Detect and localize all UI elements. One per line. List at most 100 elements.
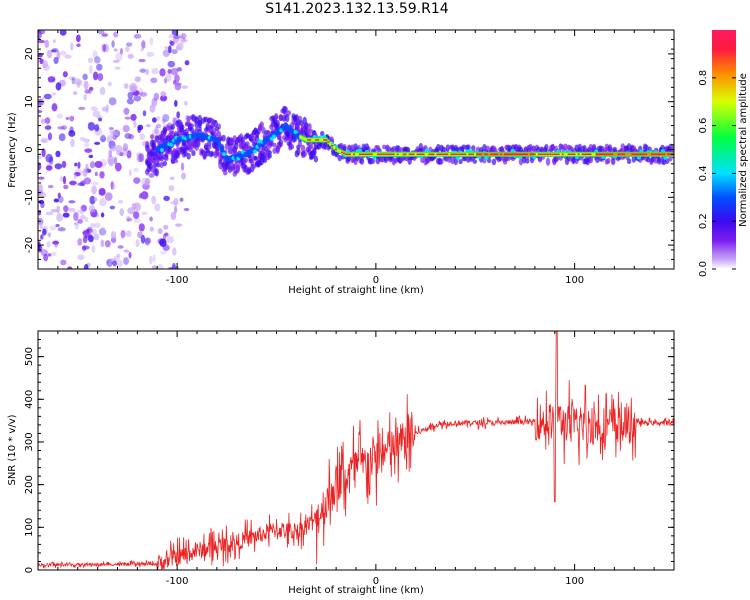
- spectrogram-cell: [286, 110, 292, 116]
- spectrogram-cell: [643, 153, 646, 156]
- spectrogram-cell: [75, 34, 81, 43]
- spectrogram-cell: [482, 152, 485, 156]
- spectrogram-cell: [82, 236, 88, 244]
- spectrogram-cell: [69, 180, 77, 186]
- spectrogram-cell: [168, 45, 172, 54]
- spectrogram-cell: [52, 240, 60, 245]
- spectrogram-cell: [128, 169, 132, 177]
- spectrogram-cell: [94, 171, 98, 177]
- spectrogram-cell: [38, 176, 45, 180]
- spectrogram-cell: [68, 130, 76, 137]
- spectrogram-cell: [339, 149, 342, 153]
- spectrogram-cell: [174, 74, 180, 83]
- spectrogram-cell: [86, 226, 93, 233]
- spectrogram-cell: [85, 228, 94, 234]
- spectrogram-cell: [374, 152, 378, 156]
- spectrogram-cell: [406, 152, 410, 156]
- spectrogram-cell: [128, 134, 135, 140]
- spectrogram-cell: [98, 188, 106, 196]
- spectrogram-cell: [170, 123, 175, 130]
- spectrogram-cell: [123, 257, 130, 265]
- spectrogram-cell: [57, 227, 66, 232]
- spectrogram-cell: [128, 251, 132, 259]
- spectrogram-cell: [84, 216, 89, 223]
- spectrogram-cell: [109, 205, 116, 210]
- spectrogram-cell: [153, 92, 160, 101]
- spectrogram-marks: [38, 30, 674, 269]
- spectrogram-cell: [125, 230, 132, 238]
- spectrogram-y-tick-label: -20: [24, 237, 35, 253]
- spectrogram-cell: [627, 152, 630, 156]
- spectrogram-cell: [108, 97, 117, 106]
- spectrogram-cell: [88, 154, 94, 159]
- spectrogram-cell: [145, 68, 150, 76]
- spectrogram-cell: [132, 211, 140, 219]
- spectrogram-cell: [484, 155, 489, 160]
- spectrogram-y-tick-label: 10: [24, 95, 35, 108]
- spectrogram-cell: [525, 158, 530, 164]
- spectrogram-cell: [38, 192, 47, 199]
- spectrogram-cell: [119, 208, 125, 217]
- spectrogram-cell: [486, 158, 492, 164]
- spectrogram-cell: [65, 116, 69, 120]
- spectrogram-cell: [299, 135, 302, 139]
- spectrogram-cell: [175, 223, 183, 227]
- spectrogram-cell: [612, 146, 617, 153]
- spectrogram-cell: [123, 83, 129, 89]
- spectrogram-cell: [619, 153, 622, 156]
- spectrogram-cell: [80, 204, 87, 212]
- spectrogram-cell: [50, 251, 57, 257]
- snr-y-tick-label: 0: [24, 567, 35, 573]
- spectrogram-cell: [118, 151, 125, 157]
- spectrogram-cell: [105, 43, 110, 53]
- spectrogram-cell: [466, 152, 469, 156]
- spectrogram-cell: [88, 205, 96, 213]
- colorbar-gradient: [712, 30, 736, 269]
- spectrogram-cell: [647, 152, 650, 156]
- spectrogram-cell: [519, 153, 523, 156]
- spectrogram-cell: [98, 117, 102, 122]
- spectrogram-cell: [60, 259, 67, 266]
- spectrogram-cell: [506, 153, 509, 156]
- spectrogram-cell: [485, 145, 490, 151]
- spectrogram-cell: [533, 153, 537, 156]
- spectrogram-cell: [386, 146, 392, 153]
- spectrogram-cell: [167, 68, 172, 74]
- spectrogram-cell: [108, 149, 113, 158]
- spectrogram-cell: [591, 152, 595, 156]
- spectrogram-cell: [115, 144, 123, 153]
- spectrogram-cell: [70, 138, 75, 148]
- spectrogram-cell: [167, 147, 172, 153]
- spectrogram-cell: [388, 153, 392, 156]
- spectrogram-cell: [617, 153, 620, 156]
- spectrogram-cell: [368, 153, 372, 156]
- spectrogram-y-tick-label: 0: [24, 146, 35, 152]
- spectrogram-cell: [317, 139, 320, 141]
- spectrogram-cell: [402, 153, 406, 156]
- spectrogram-cell: [400, 152, 404, 156]
- spectrogram-cell: [305, 138, 308, 142]
- spectrogram-cell: [162, 233, 166, 242]
- spectrogram-cell: [347, 153, 350, 156]
- spectrogram-cell: [547, 153, 551, 156]
- spectrogram-cell: [159, 68, 166, 77]
- spectrogram-cell: [420, 153, 424, 156]
- spectrogram-cell: [120, 229, 126, 239]
- spectrogram-cell: [585, 153, 589, 156]
- spectrogram-cell: [56, 213, 63, 222]
- spectrogram-cell: [623, 153, 626, 156]
- spectrogram-cell: [486, 153, 489, 156]
- spectrogram-cell: [162, 113, 170, 122]
- spectrogram-cell: [77, 182, 85, 187]
- spectrogram-cell: [434, 152, 437, 156]
- spectrogram-cell: [191, 149, 196, 157]
- spectrogram-cell: [133, 120, 137, 128]
- spectrogram-cell: [47, 232, 52, 238]
- spectrogram-cell: [523, 153, 527, 156]
- spectrogram-cell: [125, 215, 131, 222]
- spectrogram-cell: [140, 47, 144, 52]
- spectrogram-cell: [545, 157, 551, 166]
- spectrogram-cell: [166, 235, 175, 244]
- spectrogram-cell: [125, 45, 130, 52]
- spectrogram-cell: [56, 113, 63, 119]
